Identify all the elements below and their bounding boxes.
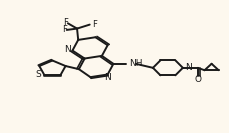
Text: F: F xyxy=(63,18,68,27)
Text: N: N xyxy=(184,63,191,72)
Text: N: N xyxy=(64,45,71,54)
Text: S: S xyxy=(35,70,41,79)
Text: F: F xyxy=(92,20,96,29)
Text: N: N xyxy=(104,73,111,82)
Text: O: O xyxy=(194,75,201,84)
Text: NH: NH xyxy=(129,59,142,68)
Text: F: F xyxy=(62,25,66,34)
